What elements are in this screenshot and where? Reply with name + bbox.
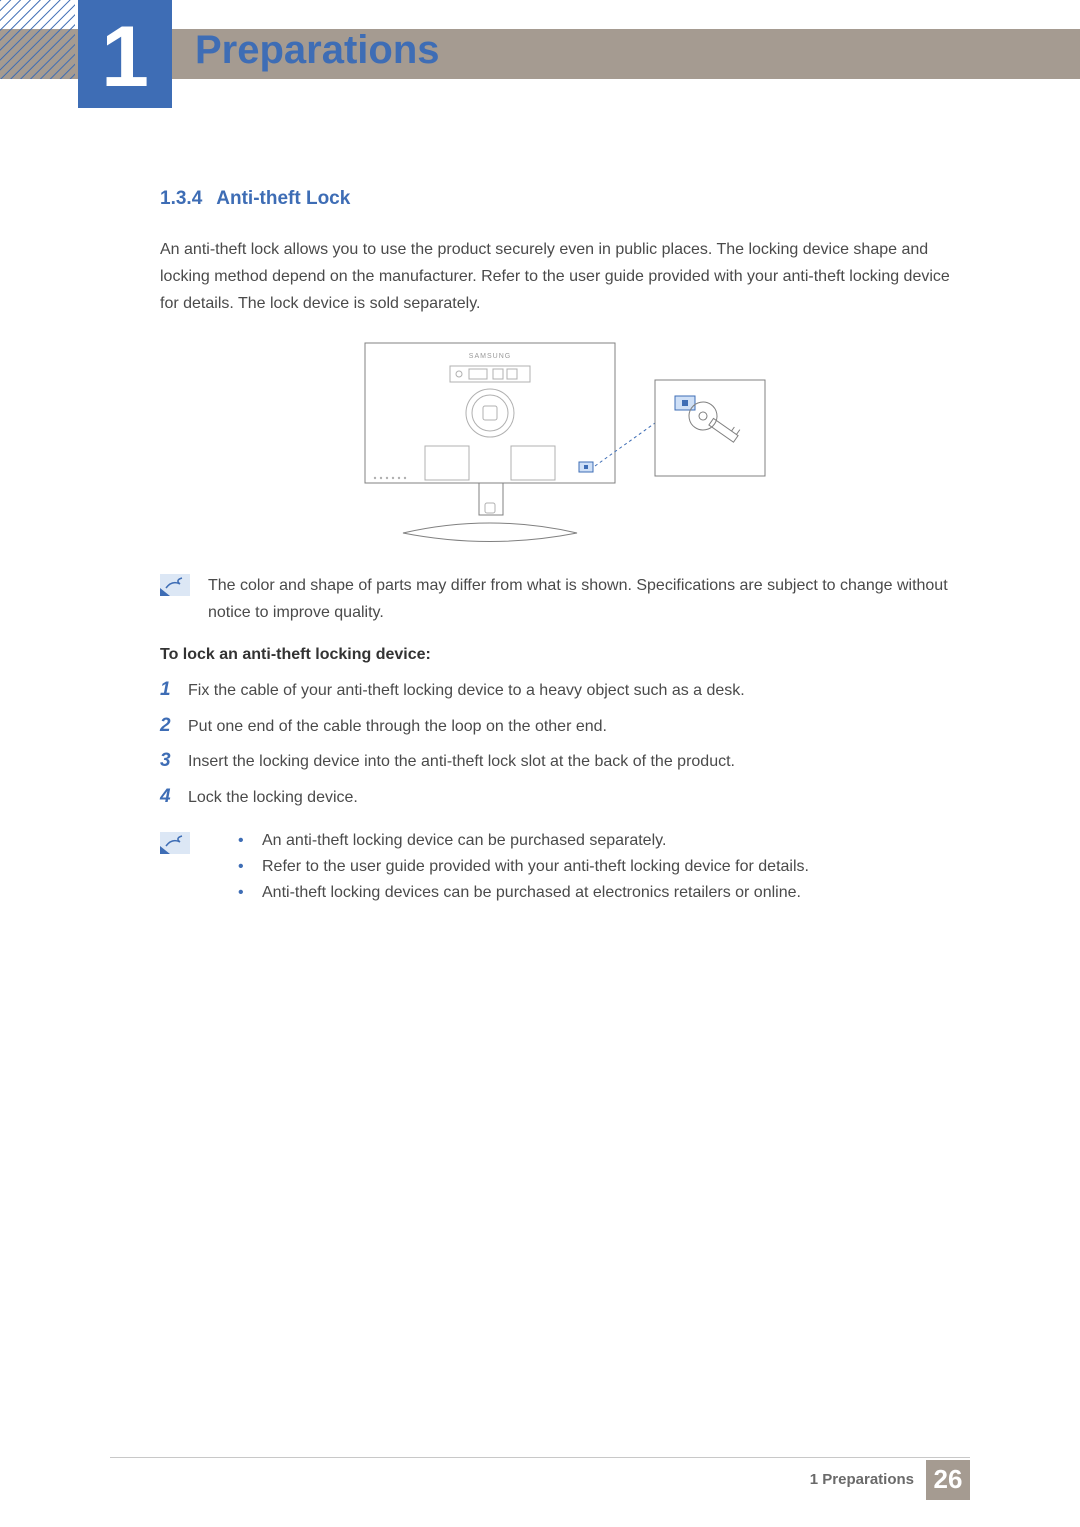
diagram-container: SAMSUNG (160, 338, 970, 548)
page-number: 26 (934, 1464, 963, 1495)
step-text: Insert the locking device into the anti-… (188, 749, 735, 775)
step-number: 2 (160, 715, 188, 737)
note-icon (160, 832, 190, 854)
section-number: 1.3.4 (160, 188, 202, 209)
intro-paragraph: An anti-theft lock allows you to use the… (160, 236, 970, 318)
corner-hatch (0, 0, 75, 79)
bullet-dot: • (238, 832, 262, 850)
note-icon (160, 574, 190, 596)
step-text: Lock the locking device. (188, 785, 358, 811)
step-number: 3 (160, 750, 188, 772)
step-item: 2 Put one end of the cable through the l… (160, 714, 970, 740)
footer-label: 1 Preparations (810, 1471, 914, 1488)
step-number: 1 (160, 679, 188, 701)
note-2: • An anti-theft locking device can be pu… (160, 830, 970, 910)
monitor-lock-diagram: SAMSUNG (355, 338, 775, 548)
note-text: The color and shape of parts may differ … (208, 572, 970, 626)
bullet-text: Refer to the user guide provided with yo… (262, 858, 809, 876)
main-content: 1.3.4 Anti-theft Lock An anti-theft lock … (160, 188, 970, 930)
hatch-pattern-icon (0, 0, 75, 79)
bullet-text: An anti-theft locking device can be purc… (262, 832, 666, 850)
bullet-item: • Refer to the user guide provided with … (208, 858, 809, 876)
step-text: Put one end of the cable through the loo… (188, 714, 607, 740)
chapter-number-box: 1 (78, 0, 172, 108)
step-item: 1 Fix the cable of your anti-theft locki… (160, 678, 970, 704)
chapter-title: Preparations (195, 28, 440, 73)
bullet-item: • An anti-theft locking device can be pu… (208, 832, 809, 850)
step-item: 3 Insert the locking device into the ant… (160, 749, 970, 775)
step-item: 4 Lock the locking device. (160, 785, 970, 811)
note-1: The color and shape of parts may differ … (160, 572, 970, 626)
step-number: 4 (160, 786, 188, 808)
bullet-text: Anti-theft locking devices can be purcha… (262, 884, 801, 902)
section-title: Anti-theft Lock (216, 188, 350, 209)
steps-list: 1 Fix the cable of your anti-theft locki… (160, 678, 970, 810)
sub-heading: To lock an anti-theft locking device: (160, 646, 970, 664)
step-text: Fix the cable of your anti-theft locking… (188, 678, 745, 704)
bullet-list: • An anti-theft locking device can be pu… (208, 830, 809, 910)
brand-label: SAMSUNG (469, 353, 511, 360)
bullet-dot: • (238, 858, 262, 876)
page-number-box: 26 (926, 1460, 970, 1500)
chapter-number: 1 (101, 14, 149, 100)
bullet-dot: • (238, 884, 262, 902)
section-heading: 1.3.4 Anti-theft Lock (160, 188, 970, 210)
page-footer: 1 Preparations 26 (110, 1457, 970, 1501)
bullet-item: • Anti-theft locking devices can be purc… (208, 884, 809, 902)
